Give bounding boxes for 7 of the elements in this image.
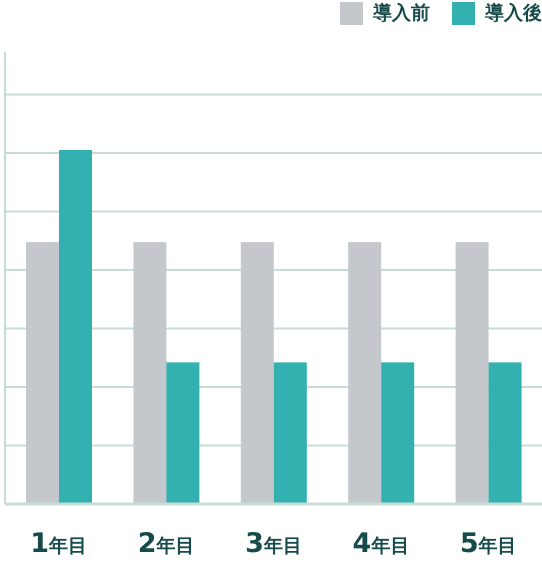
x-tick-label: 1年目 (30, 528, 88, 559)
x-tick-label: 4年目 (352, 528, 410, 559)
legend-label: 導入前 (373, 1, 430, 26)
x-tick-label: 5年目 (460, 528, 517, 559)
x-tick-label: 3年目 (245, 528, 302, 559)
x-tick-label: 2年目 (138, 528, 194, 559)
legend-label: 導入後 (485, 1, 542, 26)
